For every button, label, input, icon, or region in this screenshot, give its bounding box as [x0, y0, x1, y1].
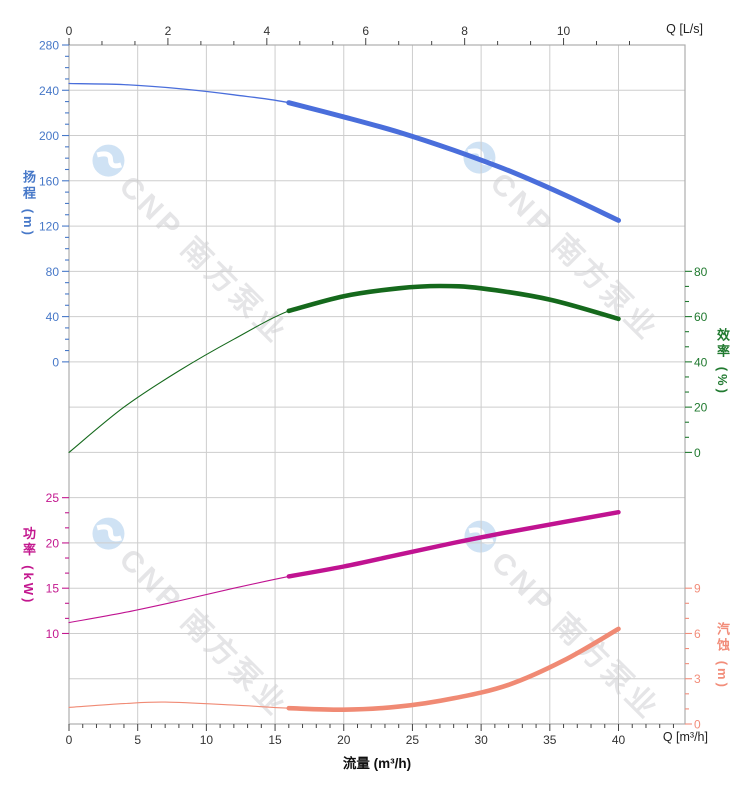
tick-label: 10 [46, 627, 60, 641]
axis-title-power: 功率 (kW) [21, 526, 36, 606]
tick-label: 160 [39, 174, 59, 188]
tick-label: 30 [474, 733, 488, 747]
tick-label: 0 [66, 24, 73, 38]
axis-power [62, 497, 69, 635]
tick-label: 9 [694, 582, 701, 596]
tick-label: 10 [557, 24, 571, 38]
tick-label: 25 [406, 733, 420, 747]
axis-labels-npsh: 0 3 6 9 [694, 582, 701, 732]
axis-npsh [685, 587, 692, 725]
tick-label: 8 [461, 24, 468, 38]
tick-label: 35 [543, 733, 557, 747]
x-axis-label: 流量 (m³/h) [342, 756, 412, 771]
tick-label: 0 [694, 446, 701, 460]
tick-label: 15 [46, 582, 60, 596]
tick-label: 40 [612, 733, 626, 747]
tick-label: 0 [52, 355, 59, 369]
tick-label: 20 [46, 536, 60, 550]
curve-eff-bold [286, 283, 621, 322]
tick-label: 20 [337, 733, 351, 747]
axis-labels-head: 0 40 80 120 160 200 240 280 [39, 39, 59, 370]
tick-label: 0 [694, 718, 701, 732]
bottom-axis-unit-label: Q [m³/h] [662, 730, 708, 744]
gridlines [69, 45, 685, 724]
axis-labels-eff: 0 20 40 60 80 [694, 265, 708, 460]
tick-label: 280 [39, 39, 59, 53]
tick-label: 2 [165, 24, 172, 38]
x-axis-labels: 0 2 4 6 8 10 0 5 10 15 20 25 30 35 40 [66, 24, 626, 747]
tick-label: 120 [39, 220, 59, 234]
tick-label: 80 [694, 265, 708, 279]
tick-label: 3 [694, 672, 701, 686]
tick-label: 60 [694, 310, 708, 324]
axis-title-head: 扬程 (m) [21, 170, 36, 238]
tick-label: 240 [39, 84, 59, 98]
tick-label: 25 [46, 491, 60, 505]
axis-title-efficiency: 效率 (%) [715, 328, 730, 396]
tick-label: 6 [694, 627, 701, 641]
tick-label: 10 [200, 733, 214, 747]
curve-npsh-bold [286, 626, 621, 713]
tick-label: 0 [66, 733, 73, 747]
axis-eff [685, 270, 692, 453]
curve-power-bold [286, 510, 621, 579]
axis-labels-power: 10 15 20 25 [46, 491, 60, 641]
tick-label: 20 [694, 401, 708, 415]
tick-label: 4 [263, 24, 270, 38]
tick-label: 200 [39, 129, 59, 143]
curve-head-bold [286, 100, 621, 223]
tick-label: 40 [694, 355, 708, 369]
plot-border [68, 44, 686, 725]
tick-label: 5 [134, 733, 141, 747]
tick-label: 40 [46, 310, 60, 324]
tick-label: 6 [362, 24, 369, 38]
x-axis-ticks [68, 38, 674, 731]
top-axis-unit-label: Q [L/s] [666, 22, 703, 36]
tick-label: 15 [268, 733, 282, 747]
tick-label: 80 [46, 265, 60, 279]
axis-head [62, 44, 69, 363]
axis-title-npsh: 汽蚀 (m) [715, 622, 730, 690]
